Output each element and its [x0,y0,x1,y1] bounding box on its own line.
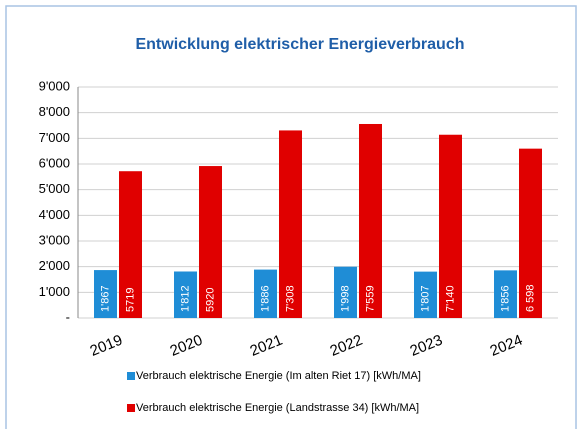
y-tick-label: 7'000 [39,130,70,145]
data-label: 7'308 [284,285,296,312]
bar [414,271,437,318]
data-label: 1'867 [99,285,111,312]
y-tick-label: 4'000 [39,207,70,222]
bar [174,271,197,318]
bar [254,269,277,318]
y-tick-label: 1'000 [39,284,70,299]
chart-title: Entwicklung elektrischer Energieverbrauc… [135,36,464,53]
data-label: 6 598 [524,284,536,312]
legend-swatch [127,372,135,380]
bar [494,270,517,318]
data-label: 5920 [204,288,216,312]
data-label: 5719 [124,288,136,312]
legend-swatch [127,404,135,412]
data-label: 1'807 [419,285,431,312]
data-label: 1'998 [339,285,351,312]
bar [199,166,222,318]
data-label: 7'140 [444,285,456,312]
y-tick-label: 5'000 [39,181,70,196]
data-label: 7'559 [364,285,376,312]
bar [334,266,357,318]
bar [119,171,142,318]
bar [439,134,462,318]
data-label: 1'812 [179,285,191,312]
y-tick-label: 8'000 [39,104,70,119]
bar [359,123,382,319]
bar [94,270,117,318]
y-tick-label: 9'000 [39,78,70,93]
data-label: 1'886 [259,285,271,312]
y-tick-label: 2'000 [39,258,70,273]
legend-label: Verbrauch elektrische Energie (Im alten … [136,370,421,382]
bar [519,148,542,318]
y-tick-label: 6'000 [39,155,70,170]
bar [279,130,302,318]
legend-label: Verbrauch elektrische Energie (Landstras… [136,402,419,414]
y-tick-label: - [66,309,70,324]
y-tick-label: 3'000 [39,232,70,247]
data-label: 1'856 [499,285,511,312]
